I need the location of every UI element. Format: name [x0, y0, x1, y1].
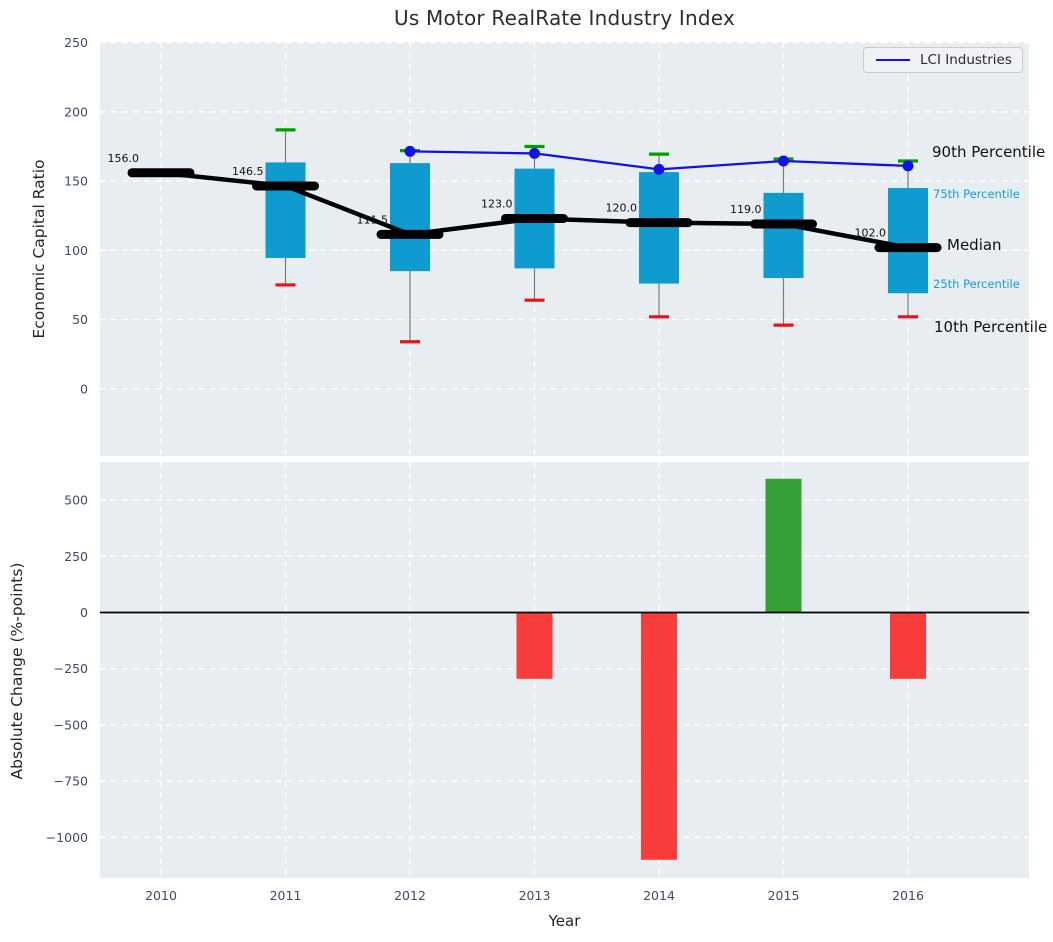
box-2011 — [265, 162, 306, 258]
annotation-75th-percentile: 75th Percentile — [933, 187, 1020, 201]
y-tick-label: −500 — [54, 717, 88, 732]
x-tick-label: 2013 — [519, 888, 551, 903]
y-tick-label: −250 — [54, 661, 88, 676]
bar-2014 — [641, 612, 677, 860]
lci-marker — [653, 163, 665, 175]
legend-line-sample — [876, 59, 910, 61]
page-title: Us Motor RealRate Industry Index — [394, 6, 735, 30]
box-2016 — [888, 188, 928, 294]
annotation-median: Median — [947, 236, 1002, 254]
median-value-label: 119.0 — [730, 203, 762, 216]
y-tick-label: 500 — [64, 493, 88, 508]
bar-2013 — [516, 612, 553, 679]
median-value-label: 111.5 — [357, 213, 389, 226]
y-axis-label-top: Economic Capital Ratio — [30, 159, 48, 339]
x-tick-label: 2015 — [768, 888, 800, 903]
x-tick-label: 2010 — [145, 888, 177, 903]
median-value-label: 156.0 — [108, 152, 140, 165]
y-tick-label: 200 — [64, 104, 88, 119]
lci-marker — [902, 160, 914, 172]
annotation-90th-percentile: 90th Percentile — [932, 143, 1046, 161]
median-value-label: 123.0 — [481, 197, 513, 210]
median-value-label: 120.0 — [606, 202, 638, 215]
annotation-25th-percentile: 25th Percentile — [933, 277, 1020, 291]
bar-2015 — [765, 478, 802, 613]
box-2012 — [390, 163, 430, 272]
y-tick-label: −1000 — [46, 830, 88, 845]
legend: LCI Industries — [863, 47, 1023, 73]
bar-2016 — [890, 612, 926, 679]
box-2015 — [763, 192, 804, 279]
median-value-label: 102.0 — [855, 227, 887, 240]
y-tick-label: 0 — [80, 605, 88, 620]
x-tick-label: 2014 — [643, 888, 675, 903]
lci-marker — [529, 147, 540, 159]
x-tick-label: 2016 — [892, 888, 924, 903]
median-value-label: 146.5 — [232, 165, 264, 178]
y-tick-label: 250 — [64, 549, 88, 564]
top-plot-background — [100, 42, 1029, 456]
y-axis-label-bottom: Absolute Change (%-points) — [8, 562, 26, 780]
y-tick-label: 150 — [64, 174, 88, 189]
box-2014 — [639, 172, 679, 284]
y-tick-label: 50 — [72, 312, 88, 327]
x-axis-label: Year — [548, 912, 581, 930]
annotation-10th-percentile: 10th Percentile — [934, 318, 1048, 336]
x-tick-label: 2012 — [394, 888, 426, 903]
lci-marker — [778, 155, 789, 167]
x-tick-label: 2011 — [270, 888, 302, 903]
lci-marker — [404, 145, 416, 157]
bottom-plot-background — [100, 462, 1029, 878]
y-tick-label: 100 — [64, 243, 88, 258]
y-tick-label: −750 — [54, 774, 88, 789]
y-tick-label: 250 — [64, 35, 88, 50]
legend-label: LCI Industries — [920, 52, 1012, 68]
y-tick-label: 0 — [80, 381, 88, 396]
